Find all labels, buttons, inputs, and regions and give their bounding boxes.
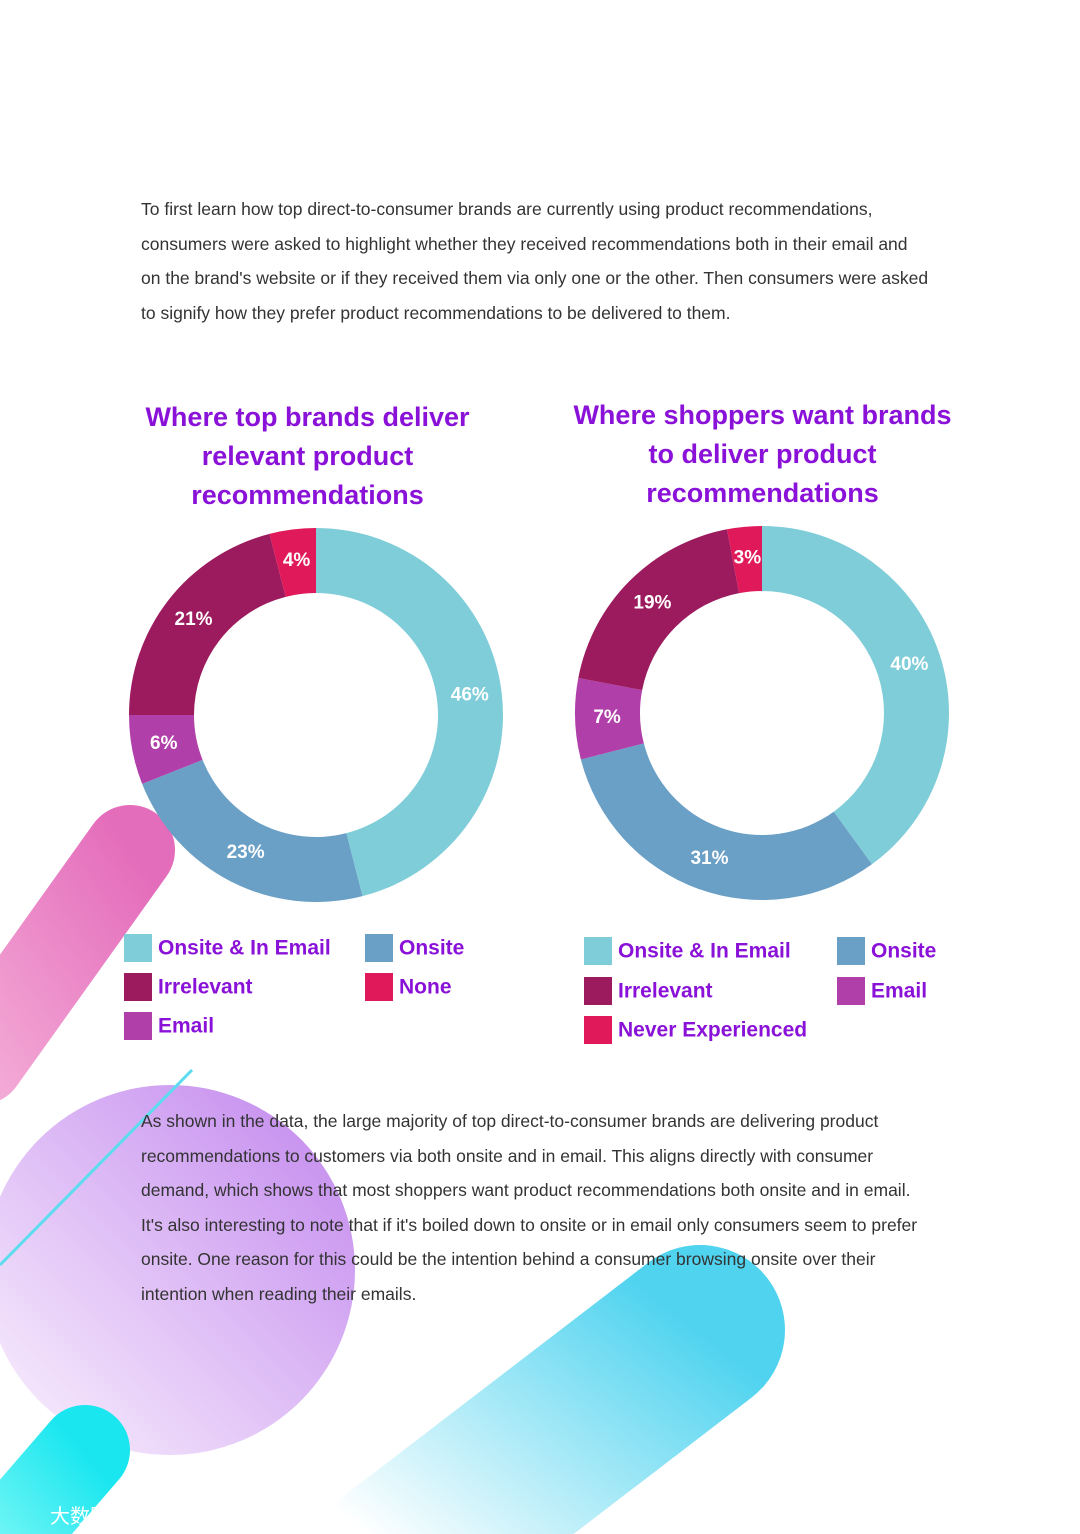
legend-swatch bbox=[124, 1012, 152, 1040]
legend-swatch bbox=[584, 937, 612, 965]
decor-line bbox=[0, 1068, 194, 1267]
data-label: 46% bbox=[451, 685, 489, 706]
legend-label: Onsite bbox=[871, 940, 936, 963]
donut-segment bbox=[129, 715, 203, 784]
donut-segment bbox=[129, 533, 286, 715]
donut-segment bbox=[578, 529, 740, 691]
donut-segment bbox=[580, 743, 872, 900]
donut-segment bbox=[574, 677, 644, 760]
legend-label: Email bbox=[871, 980, 927, 1003]
legend-label: Onsite bbox=[399, 937, 464, 960]
legend-label: None bbox=[399, 976, 452, 999]
legend-label: Irrelevant bbox=[618, 980, 713, 1003]
donut-segment bbox=[269, 528, 316, 597]
decor-circle bbox=[0, 1085, 355, 1455]
legend-swatch bbox=[584, 1016, 612, 1044]
chart-title: Where top brands deliver relevant produc… bbox=[145, 402, 470, 510]
legend-swatch bbox=[365, 934, 393, 962]
decor-bar bbox=[0, 805, 175, 1101]
data-label: 31% bbox=[690, 848, 728, 869]
decor-bar bbox=[319, 1245, 785, 1534]
decor-bar bbox=[0, 1405, 130, 1534]
data-label: 21% bbox=[175, 609, 213, 630]
legend-label: Email bbox=[158, 1015, 214, 1038]
legend-swatch bbox=[837, 977, 865, 1005]
legend-swatch bbox=[837, 937, 865, 965]
watermark: 大数跨境 bbox=[50, 1504, 130, 1528]
data-label: 23% bbox=[227, 842, 265, 863]
data-label: 7% bbox=[593, 707, 621, 728]
donut-segment bbox=[142, 759, 363, 903]
intro-paragraph: To first learn how top direct-to-consume… bbox=[141, 199, 929, 323]
donut-segment bbox=[316, 528, 504, 897]
data-label: 6% bbox=[150, 733, 178, 754]
data-label: 4% bbox=[283, 550, 311, 571]
legend-label: Onsite & In Email bbox=[618, 940, 791, 963]
data-label: 40% bbox=[890, 654, 928, 675]
legend-swatch bbox=[365, 973, 393, 1001]
legend-label: Never Experienced bbox=[618, 1019, 807, 1042]
legend-label: Irrelevant bbox=[158, 976, 253, 999]
legend-swatch bbox=[124, 934, 152, 962]
donut-segment bbox=[726, 526, 762, 594]
legend-label: Onsite & In Email bbox=[158, 937, 331, 960]
body-paragraph: As shown in the data, the large majority… bbox=[141, 1111, 918, 1304]
legend-swatch bbox=[584, 977, 612, 1005]
legend-swatch bbox=[124, 973, 152, 1001]
chart-title: Where shoppers want brands to deliver pr… bbox=[573, 400, 952, 508]
donut-segment bbox=[762, 526, 950, 865]
data-label: 19% bbox=[633, 592, 671, 613]
data-label: 3% bbox=[734, 548, 762, 569]
